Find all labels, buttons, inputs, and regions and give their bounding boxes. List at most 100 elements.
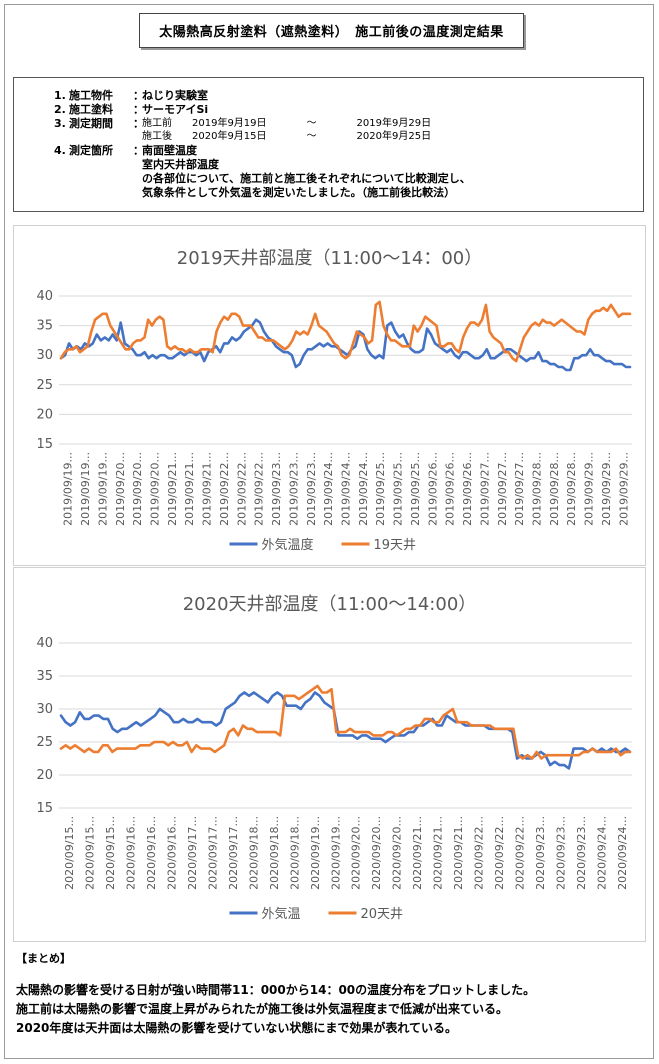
x-tick-label: 2020/09/21... <box>411 816 424 890</box>
info-value: 施工後 2020年9月15日 ～ 2020年9月25日 <box>142 131 432 142</box>
y-tick-label: 35 <box>36 669 53 684</box>
x-tick-label: 2019/09/19... <box>62 452 75 526</box>
chart-2019: 2019天井部温度（11:00～14：00） 15 20 25 30 35 40 2019/0… <box>36 248 632 553</box>
series-line-2 <box>59 300 632 363</box>
x-tick-label: 2019/09/28... <box>548 452 561 526</box>
info-key: 施工物件 <box>69 89 113 102</box>
x-tick-label: 2019/09/21... <box>166 452 179 526</box>
x-tick-label: 2019/09/20... <box>149 452 162 526</box>
info-key: 測定期間 <box>69 117 113 130</box>
x-tick-label: 2019/09/26... <box>461 452 474 526</box>
x-tick-label: 2019/09/20... <box>131 452 144 526</box>
x-tick-label: 2019/09/29... <box>600 452 613 526</box>
page-title: 太陽熱高反射塗料（遮熱塗料） 施工前後の温度測定結果 <box>139 13 524 48</box>
summary-line-1: 太陽熱の影響を受ける日射が強い時間帯11：000から14：00の温度分布をプロッ… <box>16 983 536 997</box>
y-tick-label: 20 <box>36 407 53 422</box>
x-tick-label: 2020/09/22... <box>513 816 526 890</box>
x-tick-label: 2019/09/20... <box>114 452 127 526</box>
info-value: の各部位について、施工前と施工後それぞれについて比較測定し、 <box>142 172 471 185</box>
x-tick-label: 2019/09/25... <box>374 452 387 526</box>
x-tick-label: 2019/09/24... <box>322 452 335 526</box>
x-tick-label: 2020/09/23... <box>534 816 547 890</box>
x-tick-label: 2019/09/23... <box>287 452 300 526</box>
x-tick-label: 2019/09/27... <box>513 452 526 526</box>
x-tick-label: 2020/09/17... <box>186 816 199 890</box>
x-tick-label: 2020/09/19... <box>309 816 322 890</box>
chart-title: 2020天井部温度（11:00～14:00） <box>183 594 477 615</box>
info-value: サーモアイSi <box>142 103 209 116</box>
x-tick-label: 2020/09/21... <box>452 816 465 890</box>
x-tick-label: 2019/09/23... <box>305 452 318 526</box>
info-box: 1. 施工物件 ： ねじり実験室 2. 施工塗料 ： サーモアイSi 3. 測定… <box>13 77 644 212</box>
x-tick-label: 2020/09/18... <box>247 816 260 890</box>
x-tick-label: 2020/09/19... <box>329 816 342 890</box>
chart-title: 2019天井部温度（11:00～14：00） <box>177 248 483 269</box>
x-tick-label: 2020/09/24... <box>595 816 608 890</box>
info-num: 2. <box>54 103 66 116</box>
info-num: 3. <box>54 117 66 130</box>
x-tick-label: 2019/09/19... <box>79 452 92 526</box>
x-tick-label: 2020/09/20... <box>391 816 404 890</box>
info-value: 室内天井部温度 <box>142 158 219 171</box>
info-key: 施工塗料 <box>69 103 113 116</box>
x-tick-label: 2019/09/25... <box>392 452 405 526</box>
x-tick-label: 2020/09/15... <box>104 816 117 890</box>
x-tick-label: 2020/09/22... <box>473 816 486 890</box>
x-tick-label: 2019/09/25... <box>409 452 422 526</box>
x-tick-label: 2019/09/19... <box>96 452 109 526</box>
info-key: 測定箇所 <box>69 144 113 157</box>
x-tick-label: 2020/09/24... <box>616 816 629 890</box>
y-tick-label: 30 <box>36 348 53 363</box>
x-tick-label: 2019/09/21... <box>183 452 196 526</box>
summary-label: 【まとめ】 <box>16 952 71 965</box>
series-line-1 <box>59 318 632 372</box>
info-value: 南面壁温度 <box>142 144 197 157</box>
x-tick-label: 2019/09/22... <box>218 452 231 526</box>
summary-line-2: 施工前は太陽熱の影響で温度上昇がみられたが施工後は外気温程度まで低減が出来ている… <box>16 1002 509 1016</box>
x-tick-label: 2020/09/15... <box>84 816 97 890</box>
y-tick-label: 35 <box>36 319 53 334</box>
x-tick-label: 2020/09/18... <box>268 816 281 890</box>
x-tick-label: 2019/09/27... <box>478 452 491 526</box>
chart-2020: 2020天井部温度（11:00～14:00） 15 20 25 30 35 40 2020/0… <box>36 594 632 922</box>
x-tick-label: 2020/09/20... <box>350 816 363 890</box>
legend-label: 外気温 <box>262 906 301 922</box>
summary-line-3: 2020年度は天井面は太陽熱の影響を受けていない状態にまで効果が表れている。 <box>16 1021 458 1035</box>
y-tick-label: 20 <box>36 768 53 783</box>
info-colon: ： <box>133 103 144 116</box>
y-tick-label: 30 <box>36 702 53 717</box>
legend-label: 外気温度 <box>262 537 314 553</box>
x-tick-label: 2020/09/17... <box>227 816 240 890</box>
y-tick-label: 15 <box>36 437 53 452</box>
x-tick-label: 2020/09/18... <box>288 816 301 890</box>
x-tick-label: 2020/09/17... <box>206 816 219 890</box>
info-num: 1. <box>54 89 66 102</box>
series-line-2 <box>59 684 632 760</box>
x-tick-label: 2019/09/29... <box>583 452 596 526</box>
x-tick-label: 2019/09/21... <box>201 452 214 526</box>
info-value: 気象条件として外気温を測定いたしました。（施工前後比較法） <box>142 186 456 199</box>
info-colon: ： <box>133 117 144 130</box>
x-tick-label: 2019/09/22... <box>235 452 248 526</box>
x-tick-label: 2019/09/22... <box>253 452 266 526</box>
x-tick-label: 2019/09/28... <box>531 452 544 526</box>
x-tick-label: 2020/09/15... <box>63 816 76 890</box>
x-tick-label: 2019/09/24... <box>357 452 370 526</box>
legend-label: 20天井 <box>361 907 404 922</box>
y-tick-label: 25 <box>36 735 53 750</box>
x-tick-label: 2019/09/24... <box>340 452 353 526</box>
x-tick-label: 2020/09/22... <box>493 816 506 890</box>
x-tick-label: 2019/09/27... <box>496 452 509 526</box>
x-tick-label: 2020/09/16... <box>166 816 179 890</box>
x-tick-label: 2019/09/23... <box>270 452 283 526</box>
y-tick-label: 15 <box>36 801 53 816</box>
chart-2020-panel: 2020天井部温度（11:00～14:00） 15 20 25 30 35 40 2020/0… <box>13 567 646 942</box>
info-colon: ： <box>133 89 144 102</box>
y-tick-label: 25 <box>36 378 53 393</box>
page-frame <box>4 4 654 1059</box>
x-tick-label: 2020/09/23... <box>554 816 567 890</box>
x-tick-label: 2019/09/26... <box>444 452 457 526</box>
x-tick-label: 2020/09/16... <box>125 816 138 890</box>
info-value: ねじり実験室 <box>142 89 208 102</box>
x-tick-label: 2020/09/21... <box>432 816 445 890</box>
